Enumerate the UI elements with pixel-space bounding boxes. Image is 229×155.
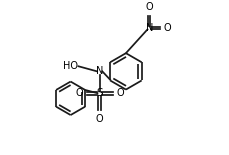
Text: HO: HO <box>63 61 78 71</box>
Text: N: N <box>145 23 152 33</box>
Text: N: N <box>96 66 103 76</box>
Text: O: O <box>163 23 170 33</box>
Text: O: O <box>76 88 83 98</box>
Text: O: O <box>145 2 152 12</box>
Text: S: S <box>96 88 103 98</box>
Text: O: O <box>115 88 123 98</box>
Text: O: O <box>95 114 103 124</box>
